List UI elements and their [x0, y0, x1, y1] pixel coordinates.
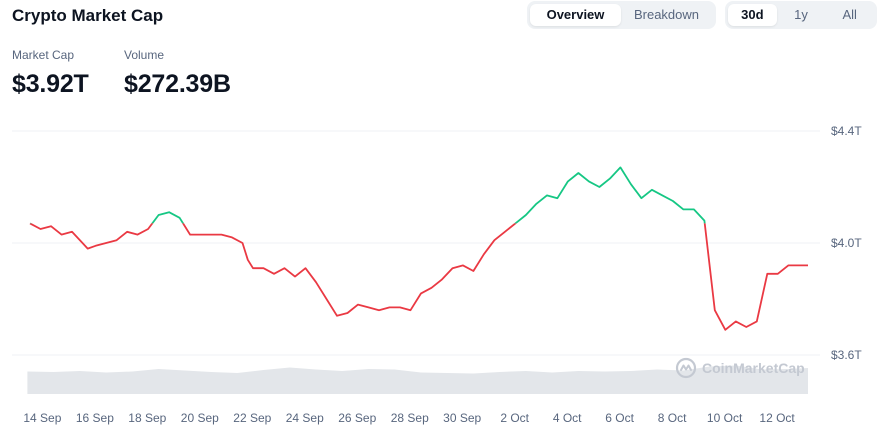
- range-1y-button[interactable]: 1y: [794, 7, 808, 22]
- range-30d-button[interactable]: 30d: [728, 4, 777, 26]
- series-line-down: [29, 223, 808, 331]
- market-cap-label: Market Cap: [12, 48, 75, 62]
- series-line-up: [29, 166, 706, 224]
- market-cap-line: [29, 166, 808, 331]
- x-tick-label: 16 Sep: [76, 411, 114, 425]
- x-tick-label: 8 Oct: [658, 411, 687, 425]
- x-tick-label: 28 Sep: [391, 411, 429, 425]
- x-axis: 14 Sep 16 Sep 18 Sep 20 Sep 22 Sep 24 Sep 26 S…: [23, 411, 795, 425]
- volume-bars: [27, 365, 809, 394]
- x-tick-label: 22 Sep: [233, 411, 271, 425]
- page-title: Crypto Market Cap: [12, 6, 164, 25]
- y-axis: $4.4T $4.0T $3.6T: [831, 124, 862, 362]
- volume-stat: Volume $272.39B: [124, 48, 231, 99]
- market-cap-value: $3.92T: [12, 70, 89, 98]
- range-all-button[interactable]: All: [842, 7, 857, 22]
- volume-value: $272.39B: [124, 70, 231, 98]
- coinmarketcap-watermark: CoinMarketCap: [675, 357, 805, 379]
- x-tick-label: 10 Oct: [707, 411, 743, 425]
- x-tick-label: 26 Sep: [338, 411, 376, 425]
- x-tick-label: 30 Sep: [443, 411, 481, 425]
- view-toggle: Overview Breakdown: [527, 1, 716, 29]
- market-cap-chart[interactable]: $4.4T $4.0T $3.6T 14 Sep 16 Sep 18 Sep 20 Sep…: [0, 118, 889, 438]
- coinmarketcap-logo-icon: [675, 357, 697, 379]
- y-tick-label: $4.0T: [831, 236, 862, 250]
- x-tick-label: 2 Oct: [500, 411, 529, 425]
- y-tick-label: $3.6T: [831, 348, 862, 362]
- watermark-text: CoinMarketCap: [702, 360, 805, 376]
- x-tick-label: 18 Sep: [128, 411, 166, 425]
- market-cap-stat: Market Cap $3.92T: [12, 48, 89, 99]
- range-toggle: 30d 1y All: [725, 1, 877, 29]
- x-tick-label: 24 Sep: [286, 411, 324, 425]
- y-tick-label: $4.4T: [831, 124, 862, 138]
- volume-area: [27, 365, 809, 394]
- x-tick-label: 20 Sep: [181, 411, 219, 425]
- tab-breakdown[interactable]: Breakdown: [633, 7, 700, 22]
- chart-grid: [12, 130, 820, 356]
- tab-overview[interactable]: Overview: [530, 4, 621, 26]
- x-tick-label: 12 Oct: [759, 411, 795, 425]
- x-tick-label: 4 Oct: [553, 411, 582, 425]
- x-tick-label: 14 Sep: [23, 411, 61, 425]
- x-tick-label: 6 Oct: [605, 411, 634, 425]
- volume-label: Volume: [124, 48, 165, 62]
